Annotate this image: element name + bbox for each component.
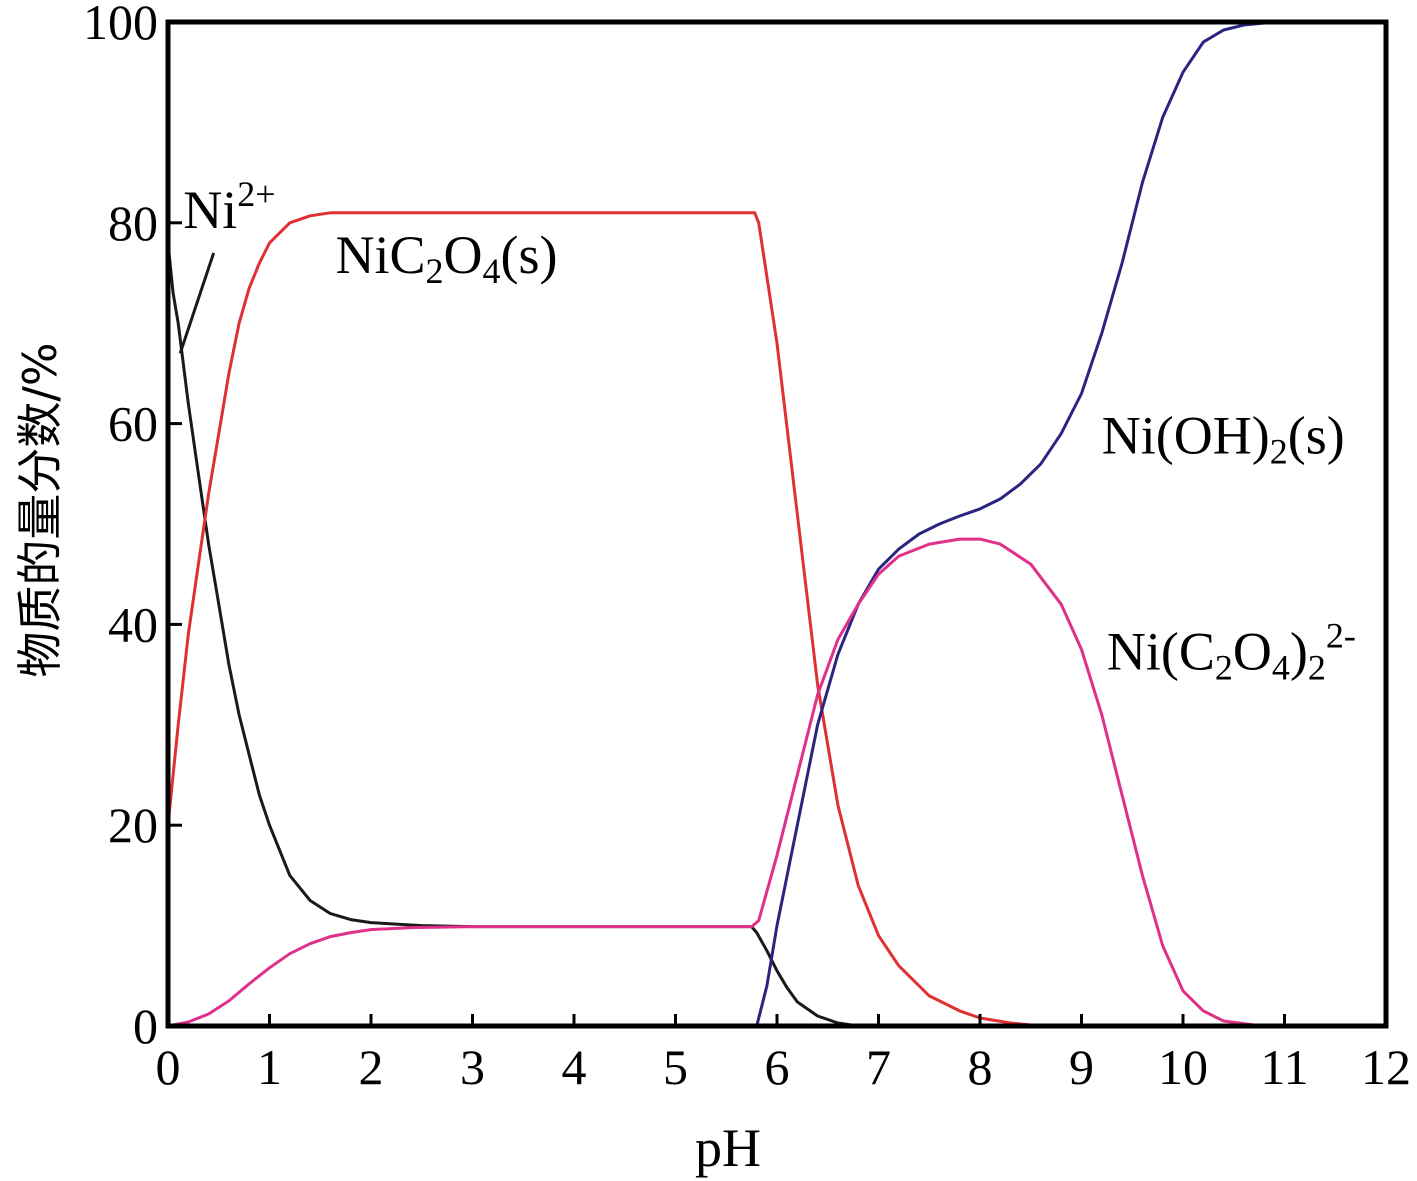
x-tick-label-2: 2 [359,1039,384,1095]
y-tick-label-1: 20 [108,797,158,853]
species-label-3: Ni(C2O4)22- [1107,616,1356,688]
y-tick-label-3: 60 [108,396,158,452]
x-tick-label-4: 4 [562,1039,587,1095]
x-tick-label-1: 1 [257,1039,282,1095]
x-tick-label-12: 12 [1361,1039,1411,1095]
series-line-0 [166,241,860,1028]
series-layer [166,20,1388,1028]
y-tick-label-4: 80 [108,195,158,251]
x-tick-label-10: 10 [1158,1039,1208,1095]
y-axis-label: 物质的量分数/% [13,342,67,677]
x-tick-label-3: 3 [460,1039,485,1095]
y-tick-label-5: 100 [83,0,158,50]
x-axis-label: pH [695,1118,761,1178]
series-line-3 [166,537,1286,1028]
x-tick-label-0: 0 [156,1039,181,1095]
species-label-1: NiC2O4(s) [335,225,557,291]
x-tick-label-9: 9 [1069,1039,1094,1095]
species-label-0: Ni2+ [183,174,275,240]
series-line-1 [166,211,1063,1028]
species-label-2: Ni(OH)2(s) [1102,406,1345,472]
x-tick-label-6: 6 [765,1039,790,1095]
x-tick-label-5: 5 [663,1039,688,1095]
x-tick-label-8: 8 [968,1039,993,1095]
ni2-pointer-line [178,252,216,354]
x-tick-label-11: 11 [1260,1039,1308,1095]
labels-layer: Ni2+ NiC2O4(s) Ni(OH)2(s) Ni(C2O4)22- [183,174,1356,688]
y-tick-label-2: 40 [108,596,158,652]
y-tick-label-0: 0 [133,998,158,1054]
x-tick-label-7: 7 [866,1039,891,1095]
series-line-2 [755,20,1388,1028]
